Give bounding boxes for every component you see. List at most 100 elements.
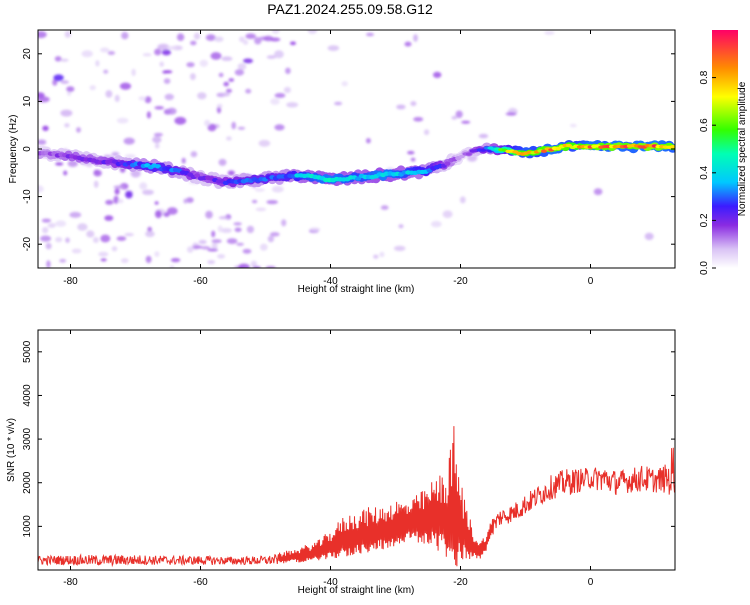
spectral-blob <box>117 199 124 204</box>
spectral-blob <box>281 219 287 227</box>
spectral-blob <box>246 225 254 234</box>
spectral-blob <box>274 124 285 131</box>
spectrogram-y-ticks: -20 -10 0 10 20 <box>22 48 675 251</box>
figure-title: PAZ1.2024.255.09.58.G12 <box>267 1 433 17</box>
spectral-blob <box>379 251 385 258</box>
spectral-blob <box>398 224 404 229</box>
snr-y-ticks: 1000 2000 3000 4000 5000 <box>22 340 675 537</box>
spectral-blob <box>269 37 281 42</box>
spectral-blob <box>221 56 233 61</box>
y-tick-label: 2000 <box>22 471 33 494</box>
spectral-blob <box>410 101 417 107</box>
colorbar-label: Normalized spectral amplitude <box>737 81 748 216</box>
spectrogram-y-label: Frequency (Hz) <box>8 115 19 184</box>
spectral-blob <box>238 263 250 268</box>
x-tick-label: -60 <box>193 577 208 588</box>
spectral-blob <box>153 132 163 137</box>
spectral-blob <box>214 36 224 42</box>
spectral-blob <box>239 36 245 43</box>
spectral-blob <box>63 170 68 176</box>
spectral-blob <box>231 121 236 130</box>
snr-x-label: Height of straight line (km) <box>298 585 415 596</box>
spectral-blob <box>163 78 171 84</box>
colorbar-ticks: 0.0 0.2 0.4 0.6 0.8 <box>699 70 716 275</box>
spectral-blob <box>123 137 135 145</box>
spectral-blob <box>45 242 52 250</box>
y-tick-label: 20 <box>22 48 33 60</box>
spectral-blob <box>144 96 152 104</box>
spectral-blob <box>100 258 107 262</box>
spectral-blob <box>111 246 118 252</box>
spectral-blob <box>245 33 256 39</box>
spectral-blob <box>95 60 100 67</box>
snr-x-ticks: -80 -60 -40 -20 0 <box>63 330 594 588</box>
spectral-blob <box>81 50 93 58</box>
spectral-blob <box>121 31 129 40</box>
spectral-blob <box>505 112 517 116</box>
spectral-blob <box>77 223 88 231</box>
spectral-blob <box>154 143 160 149</box>
snr-y-label: SNR (10 * v/v) <box>6 418 17 482</box>
spectral-blob <box>199 59 208 67</box>
spectral-blob <box>327 45 340 51</box>
y-tick-label: 3000 <box>22 428 33 451</box>
spectral-blob <box>192 245 203 249</box>
spectral-blob <box>86 230 95 238</box>
x-tick-label: -60 <box>193 276 208 287</box>
spectral-blob <box>204 119 211 127</box>
spectral-blob <box>67 160 79 168</box>
spectral-blob <box>163 212 170 217</box>
ridge-core <box>458 154 465 159</box>
spectral-blob <box>193 32 201 40</box>
spectral-blob <box>207 260 216 265</box>
spectral-blob <box>159 61 164 67</box>
spectral-blob <box>114 94 120 102</box>
spectral-blob <box>103 69 109 74</box>
spectral-blob <box>393 245 406 252</box>
spectral-blob <box>187 246 194 253</box>
spectral-blob <box>334 101 343 106</box>
spectral-blob <box>55 220 67 227</box>
spectral-blob <box>258 139 271 147</box>
spectral-blob <box>228 78 235 82</box>
spectral-blob <box>152 136 162 144</box>
spectral-blob <box>455 110 463 119</box>
ridge-core <box>444 161 451 166</box>
spectral-blob <box>227 170 235 176</box>
spectral-blob <box>181 157 186 164</box>
spectral-blob <box>207 248 219 252</box>
y-tick-label: 0 <box>22 146 33 152</box>
spectral-blob <box>366 32 374 37</box>
spectral-blob <box>461 120 471 124</box>
spectral-blob <box>53 74 64 82</box>
y-tick-label: 5000 <box>22 340 33 363</box>
spectral-blob <box>218 158 227 166</box>
spectral-blob <box>54 56 62 62</box>
spectral-blob <box>226 238 238 245</box>
spectral-blob <box>410 157 416 162</box>
spectral-blob <box>167 107 177 115</box>
spectral-blob <box>76 127 81 133</box>
spectral-blob <box>100 47 110 53</box>
spectral-blob <box>124 233 134 237</box>
spectral-blob <box>242 248 252 254</box>
spectral-blob <box>243 58 253 64</box>
spectral-blob <box>142 53 152 57</box>
spectral-blob <box>174 116 187 125</box>
x-tick-label: -80 <box>63 276 78 287</box>
spectral-blob <box>190 40 197 46</box>
spectral-blob <box>211 230 216 238</box>
spectral-blob <box>89 85 96 91</box>
colorbar: 0.0 0.2 0.4 0.6 0.8 Normalized spectral ampl… <box>699 30 748 275</box>
spectral-blob <box>154 251 160 257</box>
colorbar-tick-label: 0.4 <box>699 165 710 179</box>
spectral-blob <box>139 182 148 190</box>
spectral-blob <box>226 88 232 93</box>
spectral-blob <box>271 30 280 34</box>
spectral-blob <box>254 188 265 192</box>
ridge-core <box>154 164 161 169</box>
spectral-blob <box>142 189 154 195</box>
spectral-blob <box>307 30 318 34</box>
spectral-blob <box>105 199 114 205</box>
spectral-blob <box>210 52 222 60</box>
